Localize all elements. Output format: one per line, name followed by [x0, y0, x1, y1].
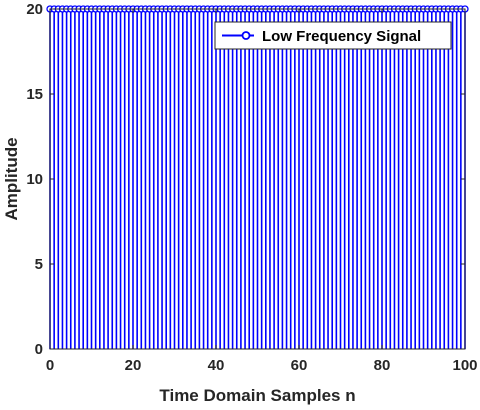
legend: Low Frequency Signal [214, 21, 452, 50]
x-tick-label: 0 [46, 357, 54, 374]
y-tick-label: 10 [26, 171, 43, 188]
x-axis-ticks: 0 20 40 60 80 100 [46, 9, 478, 374]
x-tick-label: 60 [291, 357, 308, 374]
legend-label: Low Frequency Signal [262, 28, 421, 45]
legend-box [214, 21, 452, 50]
y-axis-label: Amplitude [2, 137, 21, 220]
x-tick-label: 20 [125, 357, 142, 374]
stem-series [49, 9, 466, 349]
y-tick-label: 5 [35, 256, 43, 273]
x-axis-label: Time Domain Samples n [159, 386, 355, 405]
y-axis-ticks: 0 5 10 15 20 [26, 1, 465, 358]
legend-marker-sample [241, 31, 251, 40]
x-tick-label: 100 [452, 357, 477, 374]
y-tick-label: 0 [35, 341, 43, 358]
x-tick-label: 80 [374, 357, 391, 374]
y-tick-label: 15 [26, 86, 43, 103]
x-tick-label: 40 [208, 357, 225, 374]
y-tick-label: 20 [26, 1, 43, 18]
